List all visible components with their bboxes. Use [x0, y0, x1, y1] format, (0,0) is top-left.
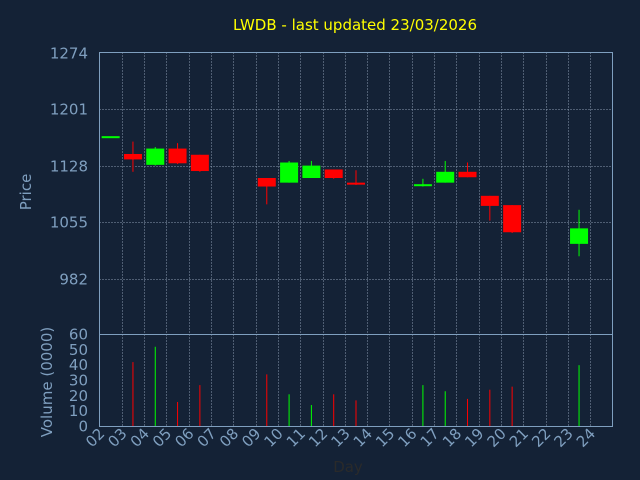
candle-body: [436, 171, 455, 183]
candle-body: [257, 178, 276, 187]
volume-tick-label: 60: [69, 326, 88, 344]
volume-panel-frame: [99, 334, 613, 427]
candle-body: [168, 148, 187, 164]
tick-layer: 1274120111281055982605040302010002030405…: [50, 45, 599, 451]
price-panel-frame: [99, 52, 613, 335]
volume-tick-label: 10: [69, 402, 88, 420]
candle-body: [123, 153, 142, 160]
volume-tick-label: 30: [69, 372, 88, 390]
candle-body: [458, 171, 477, 178]
candle-body: [324, 169, 343, 179]
candle-body: [570, 228, 589, 244]
candle-body: [503, 205, 522, 233]
volume-layer: [132, 346, 580, 427]
candle-body: [190, 154, 209, 172]
x-tick-label: 24: [573, 425, 599, 451]
price-axis-label: Price: [17, 174, 35, 211]
grid-layer: [99, 52, 613, 427]
price-tick-label: 1128: [50, 158, 88, 176]
candle-body: [347, 182, 365, 185]
volume-tick-label: 20: [69, 387, 88, 405]
x-axis-label: Day: [333, 458, 363, 476]
chart-title: LWDB - last updated 23/03/2026: [233, 16, 477, 34]
price-tick-label: 982: [59, 271, 88, 289]
volume-tick-label: 50: [69, 341, 88, 359]
candle-body: [413, 184, 432, 187]
candle-body: [280, 162, 299, 183]
volume-tick-label: 40: [69, 356, 88, 374]
volume-axis-label: Volume (0000): [38, 327, 56, 437]
candle-body: [101, 136, 120, 139]
volume-tick-label: 0: [78, 418, 88, 436]
price-tick-label: 1274: [50, 45, 88, 63]
candle-body: [480, 195, 499, 206]
price-tick-label: 1055: [50, 214, 88, 232]
candle-body: [302, 165, 321, 179]
candle-layer: [101, 136, 589, 257]
candle-body: [146, 148, 165, 165]
price-tick-label: 1201: [50, 101, 88, 119]
